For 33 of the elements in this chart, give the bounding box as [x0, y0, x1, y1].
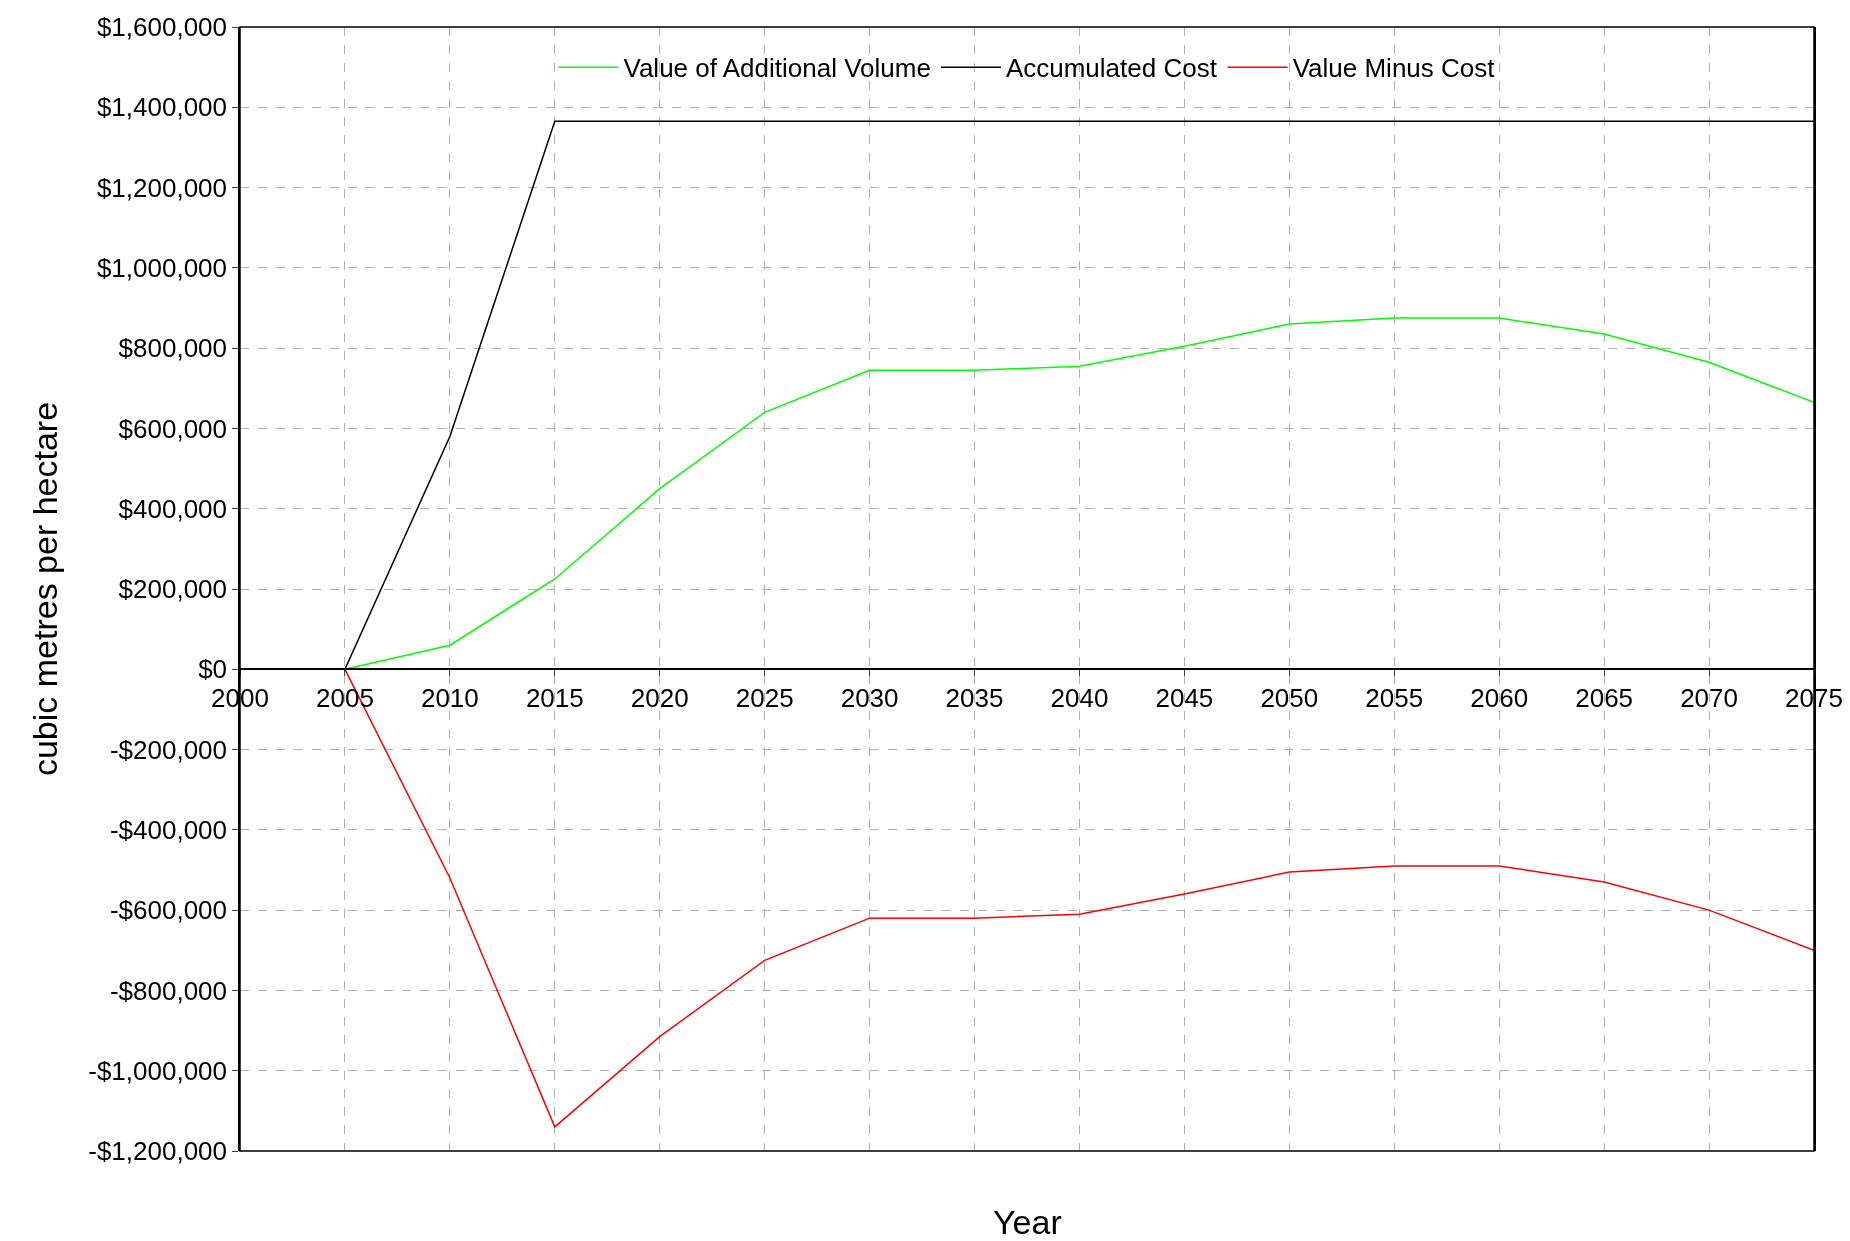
x-tick-label: 2040	[1050, 683, 1109, 714]
y-tick-label: -$600,000	[109, 895, 228, 926]
y-tick-label: $200,000	[118, 574, 228, 605]
x-tick-label: 2055	[1365, 683, 1424, 714]
legend-label: Value of Additional Volume	[623, 53, 931, 84]
y-tick-label: -$1,200,000	[88, 1136, 228, 1167]
y-tick-label: $1,400,000	[96, 92, 228, 123]
y-tick-label: $800,000	[118, 333, 228, 364]
y-tick-label: -$800,000	[109, 975, 228, 1006]
y-tick-label: -$1,000,000	[88, 1055, 228, 1086]
y-tick-label: $0	[198, 654, 228, 685]
x-tick-label: 2045	[1155, 683, 1214, 714]
x-tick-label: 2070	[1680, 683, 1738, 714]
x-tick-label: 2030	[840, 683, 899, 714]
y-tick-label: -$400,000	[109, 814, 228, 845]
x-tick-label: 2020	[630, 683, 689, 714]
legend-label: Accumulated Cost	[1005, 53, 1218, 84]
x-tick-label: 2060	[1470, 683, 1529, 714]
x-axis-title: Year	[993, 1203, 1062, 1241]
x-tick-label: 2035	[945, 683, 1004, 714]
x-tick-label: 2025	[735, 683, 794, 714]
y-tick-label: $1,200,000	[96, 172, 228, 203]
y-tick-label: $1,000,000	[96, 252, 228, 283]
y-axis-title: cubic metres per hectare	[26, 401, 65, 777]
x-tick-label: 2050	[1260, 683, 1319, 714]
y-tick-label: -$200,000	[109, 734, 228, 765]
y-tick-label: $400,000	[118, 493, 228, 524]
x-tick-label: 2010	[420, 683, 479, 714]
x-tick-label: 2015	[525, 683, 584, 714]
y-tick-label: $600,000	[118, 413, 228, 444]
y-tick-label: $1,600,000	[96, 12, 228, 43]
x-tick-label: 2065	[1575, 683, 1634, 714]
legend-label: Value Minus Cost	[1292, 53, 1496, 84]
